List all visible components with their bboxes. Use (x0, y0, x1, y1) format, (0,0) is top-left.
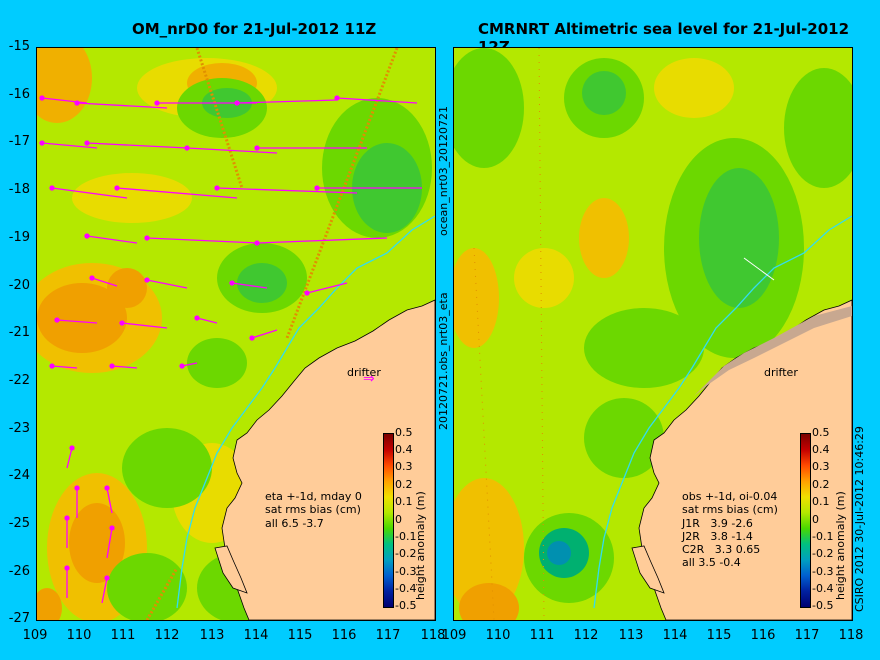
model-run-label: ocean_nrt03_20120721 (437, 105, 450, 236)
drifter-label: drifter (764, 366, 798, 379)
copyright-label: CSIRO 2012 30-Jul-2012 10:46:29 (853, 426, 866, 612)
x-tick-label: 112 (573, 628, 599, 643)
right-legend-line-1: obs +-1d, oi-0.04 (682, 490, 778, 503)
cb-label: 0.1 (395, 495, 413, 508)
y-tick-label: -20 (8, 278, 30, 293)
x-tick-label: 115 (287, 628, 313, 643)
cb-label: -0.2 (395, 547, 417, 560)
current-vectors (39, 95, 422, 604)
y-tick-label: -18 (8, 182, 30, 197)
x-tick-label: 113 (199, 628, 225, 643)
right-legend-line-2: sat rms bias (cm) (682, 503, 778, 516)
svg-text:⇒: ⇒ (363, 371, 375, 387)
cb-label: 0.5 (812, 426, 830, 439)
cb-label: 0 (812, 513, 819, 526)
height-colorbar (383, 433, 394, 608)
cb-label: -0.1 (812, 530, 834, 543)
cb-label: -0.2 (812, 547, 834, 560)
x-tick-label: 109 (441, 628, 467, 643)
left-panel-title: OM_nrD0 for 21-Jul-2012 11Z (132, 20, 377, 38)
x-tick-label: 114 (662, 628, 688, 643)
x-tick-label: 117 (794, 628, 820, 643)
height-colorbar (800, 433, 811, 608)
obs-file-label: 20120721.obs_nrt03_eta (437, 292, 450, 430)
y-tick-label: -15 (8, 39, 30, 54)
x-tick-label: 118 (420, 628, 446, 643)
y-tick-label: -22 (8, 373, 30, 388)
right-legend-line-4: J2R 3.8 -1.4 (682, 530, 753, 543)
altimetry-height-field (454, 48, 852, 620)
cb-label: -0.1 (395, 530, 417, 543)
y-tick-label: -25 (8, 516, 30, 531)
right-legend-line-3: J1R 3.9 -2.6 (682, 517, 753, 530)
x-tick-label: 111 (529, 628, 555, 643)
x-tick-label: 116 (331, 628, 357, 643)
x-tick-label: 118 (838, 628, 864, 643)
y-tick-label: -19 (8, 230, 30, 245)
right-legend-line-5: C2R 3.3 0.65 (682, 543, 761, 556)
y-tick-label: -27 (8, 611, 30, 626)
x-tick-label: 114 (243, 628, 269, 643)
x-tick-label: 117 (375, 628, 401, 643)
cb-label: 0.2 (812, 478, 830, 491)
cb-label: -0.4 (812, 582, 834, 595)
y-tick-label: -21 (8, 325, 30, 340)
left-legend-line-3: all 6.5 -3.7 (265, 517, 324, 530)
model-height-map[interactable]: ⇒ drifter eta +-1d, mday 0 sat rms bias … (36, 47, 436, 621)
cb-label: 0.4 (395, 443, 413, 456)
cb-label: 0.1 (812, 495, 830, 508)
colorbar-title: height anomaly (m) (834, 491, 847, 600)
cb-label: -0.3 (395, 565, 417, 578)
y-tick-label: -16 (8, 87, 30, 102)
model-height-field: ⇒ (37, 48, 435, 620)
x-tick-label: 110 (485, 628, 511, 643)
left-legend-line-1: eta +-1d, mday 0 (265, 490, 362, 503)
left-legend-line-2: sat rms bias (cm) (265, 503, 361, 516)
x-tick-label: 110 (66, 628, 92, 643)
cb-label: -0.5 (812, 599, 834, 612)
x-tick-label: 111 (110, 628, 136, 643)
altimetry-height-map[interactable]: drifter obs +-1d, oi-0.04 sat rms bias (… (453, 47, 853, 621)
y-tick-label: -26 (8, 564, 30, 579)
cb-label: 0.3 (812, 460, 830, 473)
cb-label: -0.4 (395, 582, 417, 595)
x-tick-label: 116 (750, 628, 776, 643)
x-tick-label: 109 (22, 628, 48, 643)
cb-label: 0.3 (395, 460, 413, 473)
cb-label: -0.3 (812, 565, 834, 578)
drifter-label: drifter (347, 366, 381, 379)
y-tick-label: -23 (8, 421, 30, 436)
x-tick-label: 112 (154, 628, 180, 643)
y-tick-label: -24 (8, 468, 30, 483)
x-tick-label: 113 (618, 628, 644, 643)
y-tick-label: -17 (8, 134, 30, 149)
cb-label: 0.4 (812, 443, 830, 456)
cb-label: -0.5 (395, 599, 417, 612)
cb-label: 0.5 (395, 426, 413, 439)
right-legend-line-6: all 3.5 -0.4 (682, 556, 741, 569)
cb-label: 0 (395, 513, 402, 526)
x-tick-label: 115 (706, 628, 732, 643)
colorbar-title: height anomaly (m) (414, 491, 427, 600)
cb-label: 0.2 (395, 478, 413, 491)
